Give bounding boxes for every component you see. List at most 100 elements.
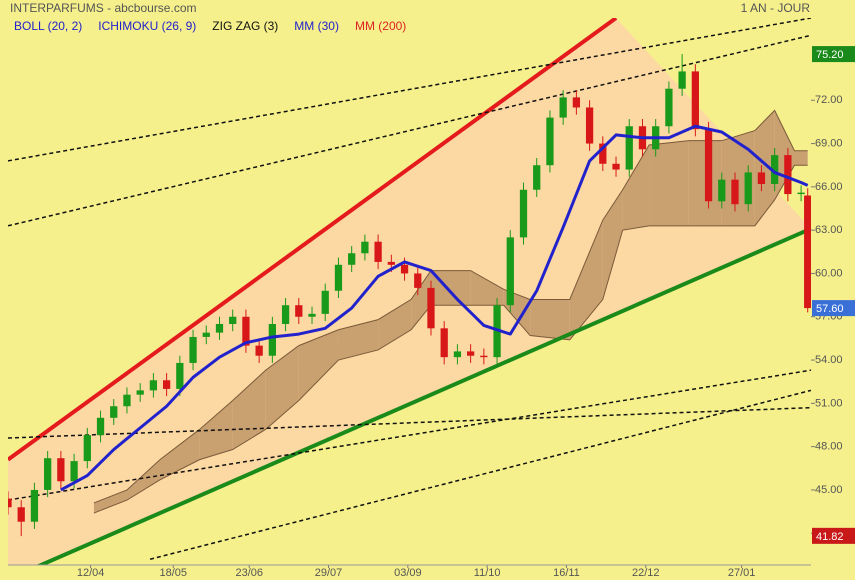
- candle-body: [466, 351, 475, 356]
- candle-body: [804, 195, 811, 309]
- candle-body: [718, 179, 726, 202]
- candle-body: [30, 489, 39, 522]
- cloud-segment: [602, 189, 623, 300]
- candle-body: [202, 332, 210, 337]
- candle-body: [691, 71, 699, 130]
- candle-body: [149, 380, 158, 391]
- cloud-segment: [126, 459, 161, 501]
- axes: 42.0045.0048.0051.0054.0057.0060.0063.00…: [8, 46, 855, 579]
- candle-body: [110, 406, 118, 418]
- candle-body: [321, 290, 329, 314]
- candle-body: [348, 253, 356, 265]
- candle-body: [414, 273, 422, 288]
- dotted-trend-line: [8, 18, 811, 162]
- candle-body: [268, 323, 276, 356]
- price-marker-label: 75.20: [816, 49, 844, 61]
- candle-body: [57, 458, 65, 482]
- legend-entry: MM (30): [294, 19, 339, 33]
- candle-body: [533, 165, 541, 190]
- y-tick-label: 60.00: [815, 267, 843, 279]
- candle-body: [731, 179, 739, 205]
- cloud-segment: [569, 220, 603, 340]
- y-tick-label: 54.00: [815, 354, 843, 366]
- x-tick-label: 16/11: [553, 567, 580, 579]
- candle-body: [96, 417, 105, 436]
- candle-body: [308, 313, 316, 317]
- cloud-segment: [794, 150, 808, 166]
- candle-body: [704, 129, 713, 202]
- candle-body: [625, 126, 633, 170]
- x-tick-label: 23/06: [235, 567, 263, 579]
- dotted-trend-line: [149, 389, 811, 560]
- candle-body: [546, 117, 554, 166]
- moving-average: [60, 124, 809, 492]
- candle-body: [361, 241, 369, 254]
- candle-body: [374, 241, 382, 262]
- chart-title: INTERPARFUMS - abcbourse.com: [10, 1, 197, 15]
- candle-body: [757, 172, 766, 184]
- y-tick-label: 45.00: [815, 484, 843, 496]
- trend-line: [36, 226, 811, 565]
- candle-body: [678, 71, 686, 89]
- candle-body: [506, 237, 514, 306]
- candle-body: [559, 97, 567, 118]
- price-marker-label: 41.82: [816, 531, 844, 543]
- price-marker: [812, 300, 855, 317]
- cloud-segment: [649, 140, 689, 226]
- x-tick-label: 03/09: [394, 567, 422, 579]
- x-tick-label: 22/12: [632, 567, 660, 579]
- candle-body: [480, 355, 488, 358]
- cloud-segment: [470, 270, 504, 306]
- candle-body: [387, 261, 395, 265]
- x-tick-label: 12/04: [77, 567, 105, 579]
- candle-body: [176, 362, 184, 389]
- cloud-segment: [160, 429, 200, 480]
- candle-body: [572, 97, 581, 108]
- candle-body: [17, 507, 25, 522]
- x-tick-label: 27/01: [728, 567, 756, 579]
- y-tick-label: 66.00: [815, 181, 843, 193]
- cloud-segment: [754, 110, 775, 226]
- candle-body: [70, 461, 78, 482]
- candle-body: [162, 380, 171, 389]
- candle-body: [427, 287, 435, 329]
- candle-body: [8, 498, 12, 508]
- candle-body: [44, 458, 52, 490]
- legend-entry: ICHIMOKU (26, 9): [98, 19, 196, 33]
- y-tick-label: 72.00: [815, 94, 843, 106]
- candle-body: [585, 107, 594, 144]
- cloud-segment: [622, 145, 650, 231]
- x-tick-label: 11/10: [474, 567, 501, 579]
- legend: BOLL (20, 2) ICHIMOKU (26, 9) ZIG ZAG (3) M…: [14, 19, 406, 33]
- candle-body: [453, 351, 462, 358]
- y-tick-label: 63.00: [815, 224, 843, 236]
- cloud-segment: [298, 329, 339, 401]
- cloud-segment: [378, 299, 412, 350]
- y-tick-label: 51.00: [815, 397, 843, 409]
- candle-body: [440, 328, 448, 358]
- candle-body: [189, 336, 197, 363]
- candle-body: [771, 155, 779, 184]
- cloud-edge: [93, 164, 808, 514]
- candle-body: [400, 264, 409, 274]
- plot-area: [8, 18, 811, 565]
- period-label: 1 AN - JOUR: [741, 1, 811, 15]
- price-marker-label: 57.60: [816, 303, 844, 315]
- x-tick-label: 29/07: [315, 567, 343, 579]
- cloud-segment: [199, 400, 233, 460]
- legend-entry: MM (200): [355, 19, 406, 33]
- y-tick-label: 69.00: [815, 137, 843, 149]
- cloud-segment: [265, 345, 299, 430]
- candle-body: [255, 345, 263, 356]
- price-marker: [812, 527, 855, 544]
- candle-body: [519, 189, 528, 238]
- legend-entry: BOLL (20, 2): [14, 19, 82, 33]
- candle-body: [123, 394, 131, 407]
- candle-body: [784, 155, 792, 195]
- candle-body: [83, 435, 91, 462]
- candle-body: [136, 390, 144, 395]
- x-tick-label: 18/05: [159, 567, 187, 579]
- dotted-trend-line: [8, 406, 811, 439]
- candle-body: [295, 305, 303, 317]
